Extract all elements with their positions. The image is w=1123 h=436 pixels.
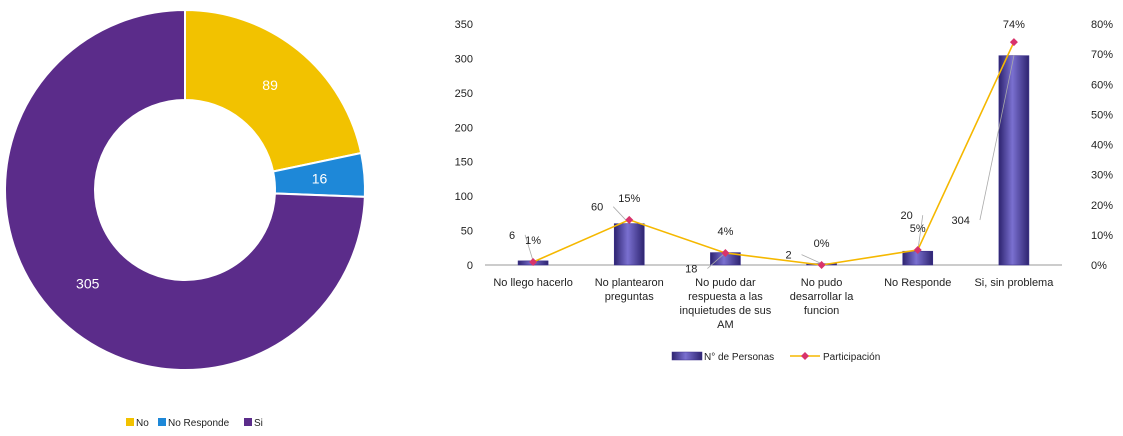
y-right-tick-label: 20% — [1091, 200, 1113, 212]
participacion-line — [532, 41, 1015, 266]
participacion-marker — [721, 248, 730, 257]
legend-swatch-no-responde — [158, 418, 166, 426]
donut-legend: No No Responde Si — [126, 418, 263, 429]
bar-label-leader — [524, 234, 534, 261]
y-right-tick-label: 50% — [1091, 109, 1113, 121]
participacion-marker — [529, 257, 538, 266]
x-category-label: No Responde — [884, 277, 951, 289]
y-right-tick-label: 10% — [1091, 230, 1113, 242]
x-category-label: Si, sin problema — [974, 277, 1054, 289]
participacion-marker — [913, 245, 922, 254]
donut-chart: 89 16 305 — [4, 8, 366, 371]
combo-legend: N° de Personas Participación — [671, 351, 880, 363]
legend-label-no: No — [136, 418, 149, 429]
y-left-tick-label: 200 — [455, 122, 473, 134]
legend-label-n-personas: N° de Personas — [704, 352, 774, 363]
participacion-marker — [817, 261, 826, 269]
y-right-tick-label: 70% — [1091, 49, 1113, 61]
legend-swatch-n-personas — [671, 351, 703, 361]
y-left-tick-label: 50 — [461, 226, 473, 238]
bar-label-leader — [801, 254, 822, 264]
participacion-value-label: 0% — [814, 238, 830, 250]
y-right-tick-label: 30% — [1091, 170, 1113, 182]
bar-label-leader — [979, 55, 1015, 221]
bar-value-label: 2 — [785, 250, 791, 262]
legend-label-no-responde: No Responde — [168, 418, 230, 429]
y-right-tick-label: 60% — [1091, 79, 1113, 91]
participacion-marker — [625, 215, 634, 224]
donut-slice-label: 89 — [262, 77, 278, 93]
y-left-tick-label: 300 — [455, 53, 473, 65]
participacion-value-label: 4% — [717, 226, 733, 238]
y-right-tick-label: 80% — [1091, 19, 1113, 31]
bar-value-label: 6 — [509, 230, 515, 242]
participacion-value-label: 1% — [525, 235, 541, 247]
x-category-label: No pudo desarrollar la funcion — [790, 277, 854, 317]
donut-slice-si — [4, 8, 366, 371]
y-left-tick-label: 100 — [455, 191, 473, 203]
bar-label-leader — [707, 252, 726, 269]
donut-slice-no — [184, 8, 363, 173]
x-category-label: No pudo dar respuesta a las inquietudes de… — [680, 277, 772, 331]
y-right-tick-label: 40% — [1091, 140, 1113, 152]
x-category-label: No llego hacerlo — [493, 277, 573, 289]
legend-swatch-si — [244, 418, 252, 426]
donut-slice-label: 305 — [76, 276, 100, 292]
bar-value-label: 18 — [685, 264, 697, 276]
legend-swatch-no — [126, 418, 134, 426]
legend-label-si: Si — [254, 418, 263, 429]
y-right-tick-label: 0% — [1091, 260, 1107, 272]
bar-label-leader — [917, 215, 924, 252]
y-left-tick-label: 150 — [455, 157, 473, 169]
legend-label-participacion: Participación — [823, 352, 880, 363]
participacion-value-label: 15% — [618, 193, 640, 205]
y-left-tick-label: 350 — [455, 19, 473, 31]
x-category-label: No plantearon preguntas — [595, 277, 664, 303]
participacion-value-label: 74% — [1003, 19, 1025, 31]
y-left-tick-label: 250 — [455, 88, 473, 100]
participacion-marker — [1009, 38, 1018, 47]
bar-n-personas — [613, 223, 645, 266]
y-left-tick-label: 0 — [467, 260, 473, 272]
legend-marker-participacion — [801, 352, 809, 360]
combo-chart: 0501001502002503003500%10%20%30%40%50%60… — [455, 19, 1114, 331]
bar-value-label: 20 — [901, 210, 913, 222]
bar-value-label: 304 — [952, 215, 970, 227]
participacion-value-label: 5% — [910, 223, 926, 235]
bar-value-label: 60 — [591, 202, 603, 214]
donut-slice-label: 16 — [312, 171, 328, 187]
bar-n-personas — [998, 55, 1030, 266]
